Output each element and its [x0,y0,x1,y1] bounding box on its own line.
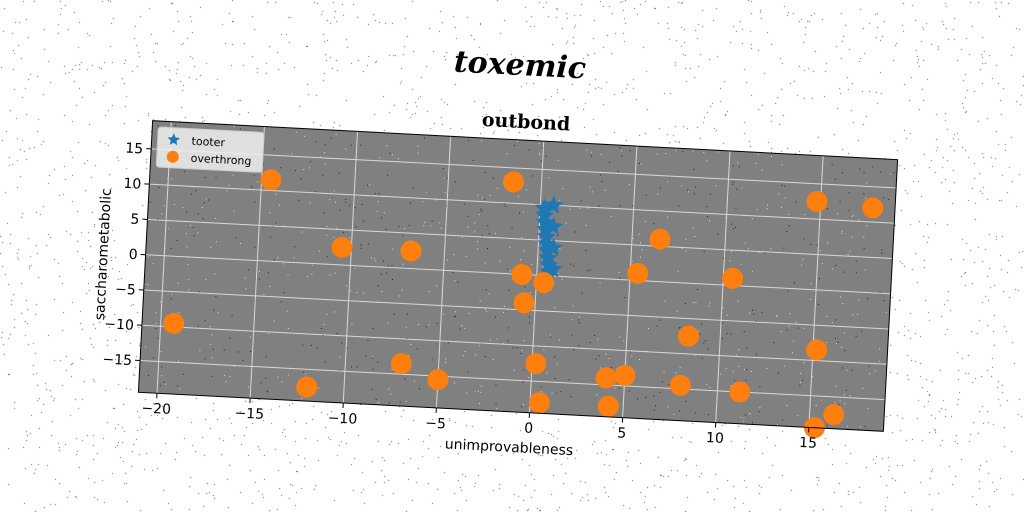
x-tick-label: 10 [706,430,725,447]
data-point-overthrong [806,190,828,212]
y-tick-label: −10 [104,316,134,334]
legend-marker-overthrong [166,150,179,163]
x-tick-label: −15 [234,405,264,423]
legend-label-overthrong: overthrong [190,152,251,168]
y-tick-label: −15 [102,352,132,370]
x-tick-label: 15 [799,435,818,452]
axes-noise [144,125,895,428]
data-point-overthrong [806,339,828,361]
data-point-overthrong [649,228,671,250]
x-tick-label: 5 [617,425,627,441]
data-point-overthrong [400,240,422,262]
x-tick-label: 0 [524,421,534,437]
grid-line-y [141,324,887,365]
data-point-overthrong [669,374,691,396]
data-point-overthrong [533,272,555,294]
x-tick-label: −5 [425,415,446,432]
data-point-overthrong [722,267,744,289]
grid-line-x [435,136,452,408]
y-tick-label: 0 [128,247,138,263]
data-point-overthrong [390,353,412,375]
legend-label-tooter: tooter [191,135,225,150]
data-point-overthrong [163,312,185,334]
data-point-overthrong [528,392,550,414]
data-point-overthrong [823,404,845,426]
data-point-tooter [544,195,564,214]
data-point-overthrong [678,325,700,347]
grid-line-y [147,218,893,259]
data-point-overthrong [729,381,751,403]
y-tick-label: 10 [123,176,142,193]
grid-line-x [249,126,265,399]
data-point-overthrong [597,395,619,417]
data-point-tooter [543,259,563,278]
y-tick-label: −5 [115,282,136,299]
grid-line-y [149,183,895,224]
legend-box [155,126,265,173]
y-axis-label: saccharometabolic [92,188,115,321]
data-point-overthrong [503,171,525,193]
grid-line-x [342,131,358,404]
data-marks [163,169,884,439]
axes-frame [137,120,899,432]
data-point-overthrong [595,367,617,389]
legend: tooter overthrong [155,126,265,173]
data-point-overthrong [427,369,449,391]
data-point-overthrong [627,262,649,284]
legend-marker-tooter [167,133,180,146]
data-point-overthrong [525,353,547,375]
data-point-overthrong [331,236,353,258]
x-tick-label: −20 [141,400,171,418]
y-tick-label: 15 [125,141,144,158]
data-point-overthrong [614,364,636,386]
x-axis-label: unimprovableness [444,436,573,459]
grid-line-x [715,150,731,423]
grid-line-y [151,148,897,189]
y-tick-label: 5 [130,212,140,228]
data-point-overthrong [260,169,282,191]
axis-ticks: −20 −15 −10 −5 0 5 10 15 −15 −10 −5 0 5 10 15 [102,141,818,452]
data-point-tooter [543,237,563,257]
data-point-overthrong [511,263,533,285]
grid-line-y [140,360,886,401]
data-point-overthrong [513,292,535,314]
data-point-overthrong [862,197,884,219]
chart-title: outbond [481,109,570,136]
x-tick-label: −10 [327,410,357,428]
data-point-tooter [543,216,563,235]
data-point-overthrong [296,376,318,398]
